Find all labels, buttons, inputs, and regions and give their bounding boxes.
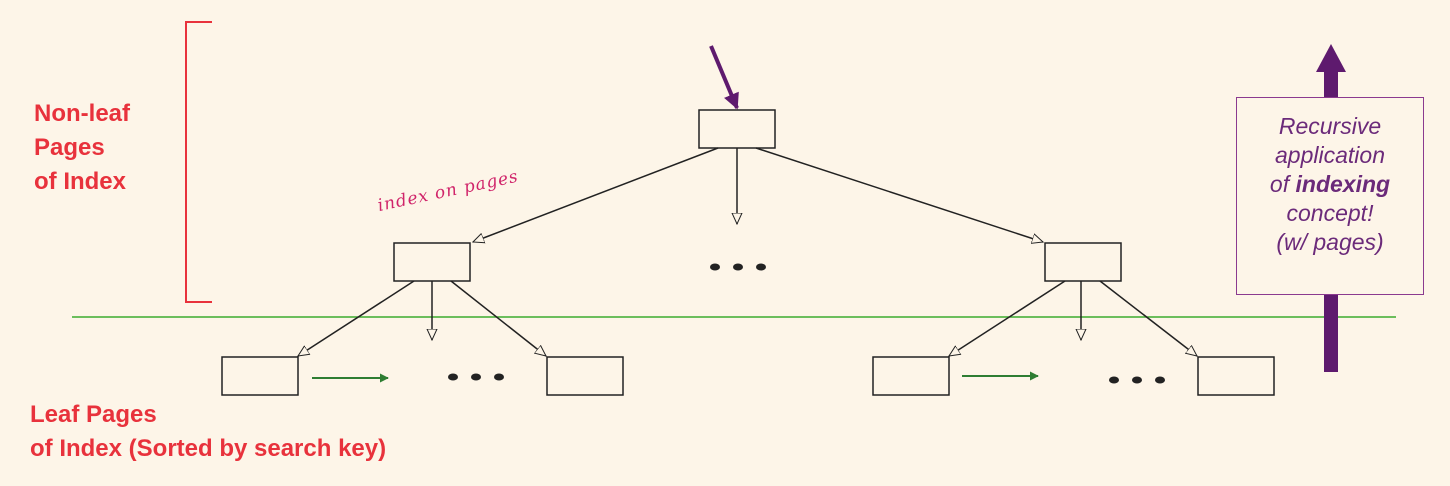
leaf-node-4 [1197, 356, 1275, 396]
edge-root-right [755, 147, 1043, 242]
recursion-arrowhead [1316, 44, 1346, 72]
concept-line-2: application [1275, 142, 1385, 168]
internal-node-left [393, 242, 471, 282]
edge-left-to-leaf2 [450, 280, 546, 356]
ellipsis-middle [710, 263, 766, 271]
leaf-pages-label: Leaf Pages of Index (Sorted by search ke… [30, 398, 550, 466]
edge-root-left [473, 147, 719, 242]
concept-line-3-pre: of [1269, 171, 1296, 197]
leaf-node-1 [221, 356, 299, 396]
concept-line-4: concept! [1286, 200, 1374, 226]
root-entry-arrow [709, 45, 739, 110]
nonleaf-label-line-3: of Index [34, 168, 127, 195]
recursive-concept-box: Recursive application of indexing concep… [1236, 97, 1424, 295]
concept-line-3: of indexing [1237, 170, 1423, 199]
edge-right-to-leaf3 [949, 280, 1066, 356]
concept-line-5: (w/ pages) [1276, 229, 1384, 255]
concept-keyword: indexing [1295, 171, 1391, 197]
ellipsis-leaf-left [448, 373, 504, 381]
edge-right-to-leaf4 [1099, 280, 1197, 356]
ellipsis-leaf-right [1109, 376, 1165, 384]
internal-node-right [1044, 242, 1122, 282]
nonleaf-bracket [185, 21, 212, 303]
root-node [698, 109, 776, 149]
leaf-node-3 [872, 356, 950, 396]
edge-left-to-leaf1 [298, 280, 415, 356]
leaf-label-line-1: Leaf Pages [30, 401, 157, 428]
concept-line-1: Recursive [1278, 113, 1382, 139]
nonleaf-label-line-2: Pages [34, 134, 105, 161]
nonleaf-pages-label: Non-leaf Pages of Index [34, 97, 214, 199]
leaf-label-line-2: of Index (Sorted by search key) [30, 435, 387, 462]
nonleaf-label-line-1: Non-leaf [34, 100, 130, 127]
leaf-node-2 [546, 356, 624, 396]
